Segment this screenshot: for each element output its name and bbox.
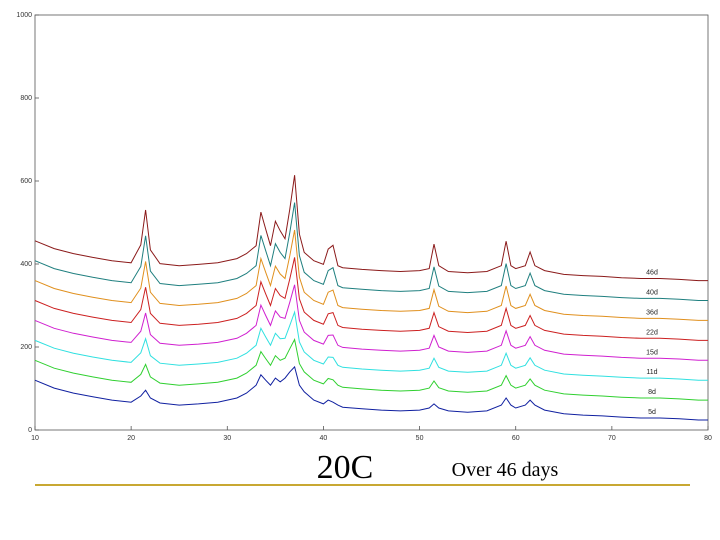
series-line <box>34 229 708 321</box>
y-tick-label: 0 <box>28 427 32 434</box>
x-tick-label: 50 <box>416 435 424 442</box>
x-tick-label: 70 <box>608 435 616 442</box>
series-label: 46d <box>646 270 658 277</box>
series-line <box>34 257 708 341</box>
series-line <box>34 284 708 361</box>
x-tick-label: 80 <box>704 435 712 442</box>
series-line <box>34 310 708 381</box>
y-tick-label: 200 <box>20 344 32 351</box>
series-label: 11d <box>646 369 657 376</box>
series-label: 5d <box>648 409 656 416</box>
series-line <box>34 365 708 421</box>
series-label: 8d <box>648 389 656 396</box>
x-tick-label: 20 <box>127 435 135 442</box>
plot-frame <box>34 14 709 431</box>
x-tick-label: 10 <box>31 435 39 442</box>
y-tick-label: 800 <box>20 95 32 102</box>
y-tick-label: 1000 <box>16 12 32 19</box>
chart-title: 20C <box>317 449 374 486</box>
y-tick-label: 400 <box>20 261 32 268</box>
series-line <box>34 338 708 401</box>
series-label: 15d <box>646 349 658 356</box>
x-tick-label: 40 <box>320 435 328 442</box>
series-line <box>34 175 708 282</box>
x-tick-label: 30 <box>223 435 231 442</box>
series-label: 22d <box>646 329 658 336</box>
series-label: 36d <box>646 309 658 316</box>
chart-subtitle: Over 46 days <box>452 459 559 481</box>
x-tick-label: 60 <box>512 435 520 442</box>
y-tick-label: 600 <box>20 178 32 185</box>
series-label: 40d <box>646 290 658 297</box>
series-line <box>34 202 708 301</box>
